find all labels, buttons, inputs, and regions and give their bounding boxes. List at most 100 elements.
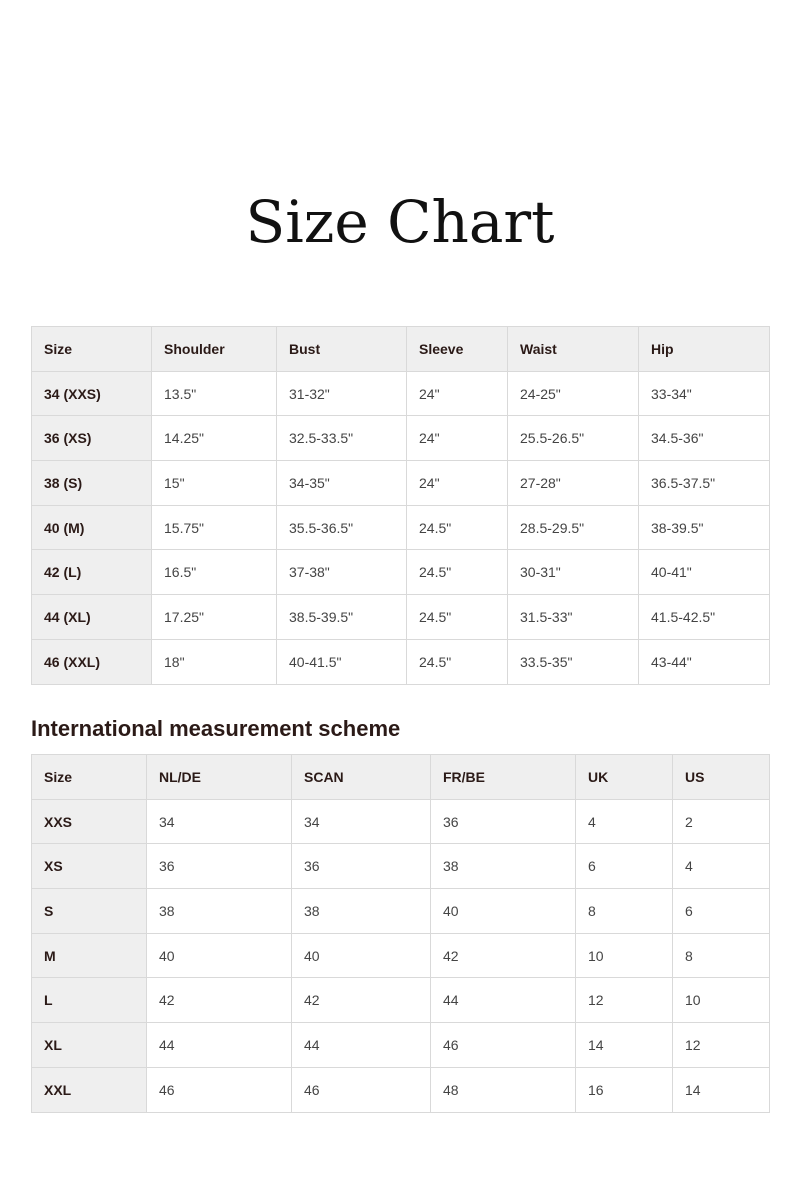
table-cell: 31.5-33" bbox=[507, 594, 639, 640]
table-row: 46 (XXL) 18" 40-41.5" 24.5" 33.5-35" 43-44" bbox=[31, 638, 770, 685]
table-row: XL 44 44 46 14 12 bbox=[31, 1022, 770, 1068]
table-cell: 27-28" bbox=[507, 460, 639, 506]
row-label: M bbox=[31, 932, 147, 979]
column-header: Hip bbox=[638, 326, 770, 372]
table-cell: 46 bbox=[430, 1022, 576, 1068]
table-cell: 14 bbox=[575, 1022, 673, 1068]
table-row: 42 (L) 16.5" 37-38" 24.5" 30-31" 40-41" bbox=[31, 549, 770, 596]
column-header: Size bbox=[31, 754, 147, 800]
column-header: Waist bbox=[507, 326, 639, 372]
table-cell: 24.5" bbox=[406, 638, 508, 685]
table-cell: 2 bbox=[672, 798, 770, 845]
row-label: 44 (XL) bbox=[31, 594, 152, 640]
table-cell: 40 bbox=[146, 932, 292, 979]
table-cell: 44 bbox=[146, 1022, 292, 1068]
column-header: Sleeve bbox=[406, 326, 508, 372]
table-cell: 6 bbox=[672, 888, 770, 934]
table-cell: 40 bbox=[430, 888, 576, 934]
table-cell: 36 bbox=[146, 843, 292, 890]
table-cell: 44 bbox=[291, 1022, 431, 1068]
header-row: Size NL/DE SCAN FR/BE UK US bbox=[31, 754, 770, 800]
table-cell: 35.5-36.5" bbox=[276, 504, 407, 551]
table-cell: 25.5-26.5" bbox=[507, 415, 639, 462]
table-cell: 37-38" bbox=[276, 549, 407, 596]
table-cell: 24" bbox=[406, 370, 508, 417]
table-cell: 13.5" bbox=[151, 370, 277, 417]
table-row: XXS 34 34 36 4 2 bbox=[31, 798, 770, 845]
table-cell: 44 bbox=[430, 977, 576, 1024]
table-cell: 15" bbox=[151, 460, 277, 506]
table-cell: 42 bbox=[430, 932, 576, 979]
table-cell: 40-41.5" bbox=[276, 638, 407, 685]
table-row: 36 (XS) 14.25" 32.5-33.5" 24" 25.5-26.5" 34.5… bbox=[31, 415, 770, 462]
table-cell: 40-41" bbox=[638, 549, 770, 596]
table-cell: 34 bbox=[146, 798, 292, 845]
row-label: L bbox=[31, 977, 147, 1024]
table-cell: 38.5-39.5" bbox=[276, 594, 407, 640]
table-cell: 40 bbox=[291, 932, 431, 979]
table-cell: 15.75" bbox=[151, 504, 277, 551]
table-cell: 4 bbox=[575, 798, 673, 845]
row-label: S bbox=[31, 888, 147, 934]
column-header: NL/DE bbox=[146, 754, 292, 800]
intl-heading: International measurement scheme bbox=[31, 716, 401, 741]
column-header: FR/BE bbox=[430, 754, 576, 800]
row-label: XS bbox=[31, 843, 147, 890]
table-cell: 10 bbox=[575, 932, 673, 979]
table-cell: 8 bbox=[575, 888, 673, 934]
table-cell: 33.5-35" bbox=[507, 638, 639, 685]
table-cell: 46 bbox=[146, 1066, 292, 1113]
table-row: 44 (XL) 17.25" 38.5-39.5" 24.5" 31.5-33" 41.5… bbox=[31, 594, 770, 640]
table-cell: 36.5-37.5" bbox=[638, 460, 770, 506]
table-row: XXL 46 46 48 16 14 bbox=[31, 1066, 770, 1113]
table-row: M 40 40 42 10 8 bbox=[31, 932, 770, 979]
table-cell: 28.5-29.5" bbox=[507, 504, 639, 551]
table-cell: 43-44" bbox=[638, 638, 770, 685]
table-cell: 16.5" bbox=[151, 549, 277, 596]
intl-measurement-table: Size NL/DE SCAN FR/BE UK US XXS 34 34 36 4 2 XS 36 36 3… bbox=[31, 754, 770, 1113]
table-cell: 16 bbox=[575, 1066, 673, 1113]
table-row: L 42 42 44 12 10 bbox=[31, 977, 770, 1024]
column-header: US bbox=[672, 754, 770, 800]
table-cell: 12 bbox=[575, 977, 673, 1024]
table-cell: 24" bbox=[406, 415, 508, 462]
table-cell: 24.5" bbox=[406, 504, 508, 551]
table-cell: 42 bbox=[291, 977, 431, 1024]
row-label: 34 (XXS) bbox=[31, 370, 152, 417]
table-cell: 24.5" bbox=[406, 594, 508, 640]
table-row: 38 (S) 15" 34-35" 24" 27-28" 36.5-37.5" bbox=[31, 460, 770, 506]
table-cell: 34-35" bbox=[276, 460, 407, 506]
table-row: 34 (XXS) 13.5" 31-32" 24" 24-25" 33-34" bbox=[31, 370, 770, 417]
table-cell: 24-25" bbox=[507, 370, 639, 417]
table-cell: 46 bbox=[291, 1066, 431, 1113]
row-label: XXL bbox=[31, 1066, 147, 1113]
table-cell: 32.5-33.5" bbox=[276, 415, 407, 462]
table-row: 40 (M) 15.75" 35.5-36.5" 24.5" 28.5-29.5" 38-… bbox=[31, 504, 770, 551]
table-cell: 38 bbox=[291, 888, 431, 934]
table-cell: 24" bbox=[406, 460, 508, 506]
row-label: XXS bbox=[31, 798, 147, 845]
header-row: Size Shoulder Bust Sleeve Waist Hip bbox=[31, 326, 770, 372]
table-cell: 31-32" bbox=[276, 370, 407, 417]
row-label: 46 (XXL) bbox=[31, 638, 152, 685]
column-header: SCAN bbox=[291, 754, 431, 800]
table-cell: 10 bbox=[672, 977, 770, 1024]
table-cell: 8 bbox=[672, 932, 770, 979]
row-label: 38 (S) bbox=[31, 460, 152, 506]
column-header: UK bbox=[575, 754, 673, 800]
table-row: XS 36 36 38 6 4 bbox=[31, 843, 770, 890]
table-cell: 33-34" bbox=[638, 370, 770, 417]
table-cell: 24.5" bbox=[406, 549, 508, 596]
table-cell: 36 bbox=[430, 798, 576, 845]
row-label: XL bbox=[31, 1022, 147, 1068]
column-header: Shoulder bbox=[151, 326, 277, 372]
row-label: 36 (XS) bbox=[31, 415, 152, 462]
table-cell: 42 bbox=[146, 977, 292, 1024]
table-cell: 38-39.5" bbox=[638, 504, 770, 551]
table-cell: 30-31" bbox=[507, 549, 639, 596]
table-cell: 4 bbox=[672, 843, 770, 890]
table-cell: 34 bbox=[291, 798, 431, 845]
table-row: S 38 38 40 8 6 bbox=[31, 888, 770, 934]
table-cell: 48 bbox=[430, 1066, 576, 1113]
